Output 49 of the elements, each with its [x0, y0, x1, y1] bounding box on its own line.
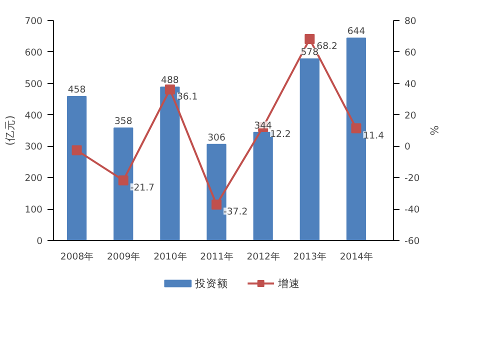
data-label: 644 — [347, 26, 366, 38]
x-tick-label: 2009年 — [106, 252, 140, 262]
x-tick-label: 2013年 — [293, 252, 326, 262]
y-tick-label: 700 — [24, 16, 43, 27]
y-axis-title: (亿元) — [4, 115, 17, 146]
y-tick-label: 600 — [24, 47, 43, 58]
bar — [253, 132, 273, 240]
y2-tick-label: 60 — [404, 47, 416, 58]
data-label: 36.1 — [176, 91, 198, 102]
legend-label: 增速 — [276, 277, 300, 290]
y-tick-label: 500 — [24, 78, 43, 90]
data-label: 358 — [114, 116, 132, 127]
y-tick-label: 200 — [24, 173, 43, 184]
y2-tick-label: -60 — [404, 236, 420, 247]
y2-axis-title: % — [428, 125, 441, 136]
x-tick-label: 2012年 — [246, 252, 280, 262]
y2-tick-label: 40 — [404, 78, 416, 90]
data-label: 578 — [300, 46, 319, 58]
point — [164, 84, 175, 94]
point — [118, 175, 128, 186]
x-tick-label: 2014年 — [340, 252, 373, 262]
legend-label: 投资额 — [194, 277, 228, 290]
data-label: -21.7 — [130, 182, 155, 194]
y-tick-label: 0 — [36, 236, 43, 247]
x-tick-label: 2008年 — [60, 252, 94, 262]
bar — [300, 58, 320, 240]
data-label: 68.2 — [316, 41, 338, 52]
data-label: -37.2 — [224, 206, 248, 218]
point — [304, 34, 315, 44]
y-tick-label: 400 — [24, 110, 43, 122]
point — [212, 200, 222, 210]
point — [72, 145, 82, 156]
x-tick-label: 2011年 — [200, 252, 233, 262]
data-label: 306 — [208, 132, 226, 144]
data-label: 11.4 — [363, 130, 384, 142]
y-tick-label: 300 — [24, 142, 43, 153]
data-label: 488 — [161, 75, 179, 86]
y2-tick-label: 0 — [404, 142, 410, 153]
data-label: 344 — [254, 120, 272, 132]
data-label: 12.2 — [270, 129, 291, 140]
y-tick-label: 100 — [24, 204, 43, 216]
y2-tick-label: 80 — [404, 16, 416, 27]
point — [351, 123, 362, 134]
y2-tick-label: -40 — [404, 204, 420, 216]
y2-tick-label: -20 — [404, 173, 420, 184]
data-label: 458 — [68, 84, 86, 96]
x-tick-label: 2010年 — [154, 252, 186, 262]
bar — [66, 96, 87, 240]
y2-tick-label: 20 — [404, 110, 416, 122]
